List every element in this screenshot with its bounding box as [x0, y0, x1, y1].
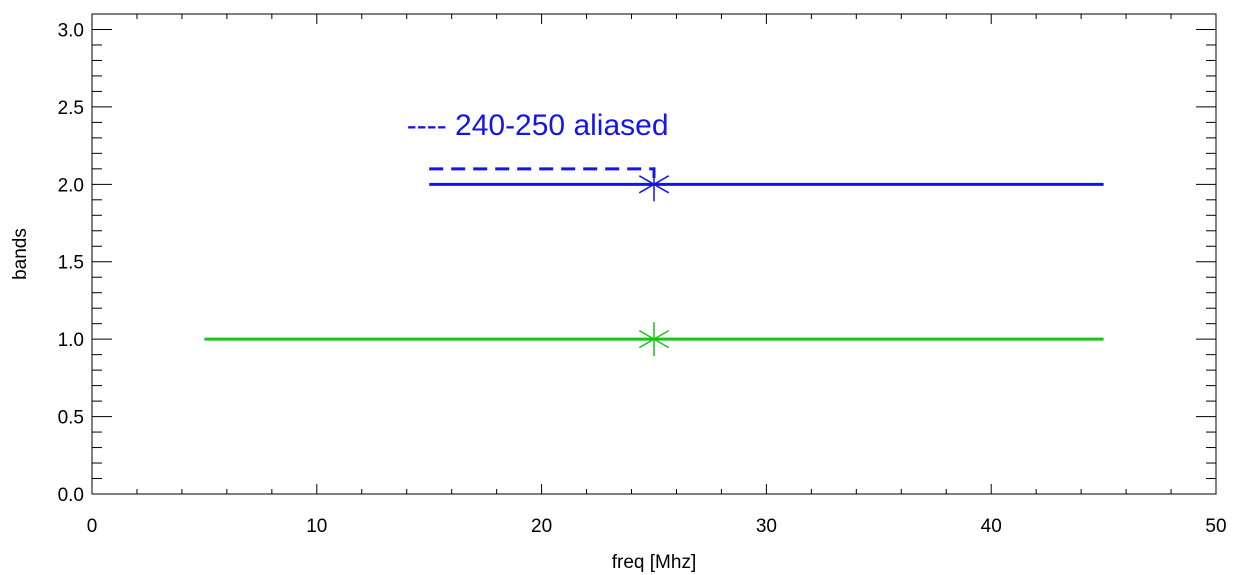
- y-tick-label: 0.0: [58, 485, 84, 506]
- x-tick-label: 10: [306, 516, 327, 537]
- annotation-text: ---- 240-250 aliased: [407, 109, 669, 142]
- x-tick-label: 40: [981, 516, 1002, 537]
- series-layer: [204, 167, 1104, 357]
- x-tick-label: 50: [1205, 516, 1226, 537]
- axis-ticks: [91, 13, 1217, 495]
- x-tick-label: 30: [756, 516, 777, 537]
- y-tick-label: 2.0: [58, 175, 84, 196]
- y-tick-label: 3.0: [58, 20, 84, 41]
- y-tick-label: 2.5: [58, 98, 84, 119]
- marker-stroke: [638, 175, 670, 194]
- y-tick-label: 0.5: [58, 408, 84, 429]
- x-tick-label: 0: [87, 516, 98, 537]
- x-tick-label: 20: [531, 516, 552, 537]
- y-tick-label: 1.5: [58, 253, 84, 274]
- marker-stroke: [638, 330, 670, 349]
- x-axis-label: freq [Mhz]: [612, 552, 696, 573]
- asterisk-marker-2: [638, 322, 670, 357]
- annotation-layer: ---- 240-250 aliased: [407, 109, 669, 142]
- series-line-1: [429, 167, 656, 185]
- axis-tick-labels: 0 10 20 30 40 50 0.0 0.5 1.0 1.5 2.0 2.5 3.0: [58, 20, 1227, 537]
- y-tick-label: 1.0: [58, 330, 84, 351]
- y-axis-label: bands: [10, 228, 31, 280]
- plot-frame: [91, 13, 1217, 495]
